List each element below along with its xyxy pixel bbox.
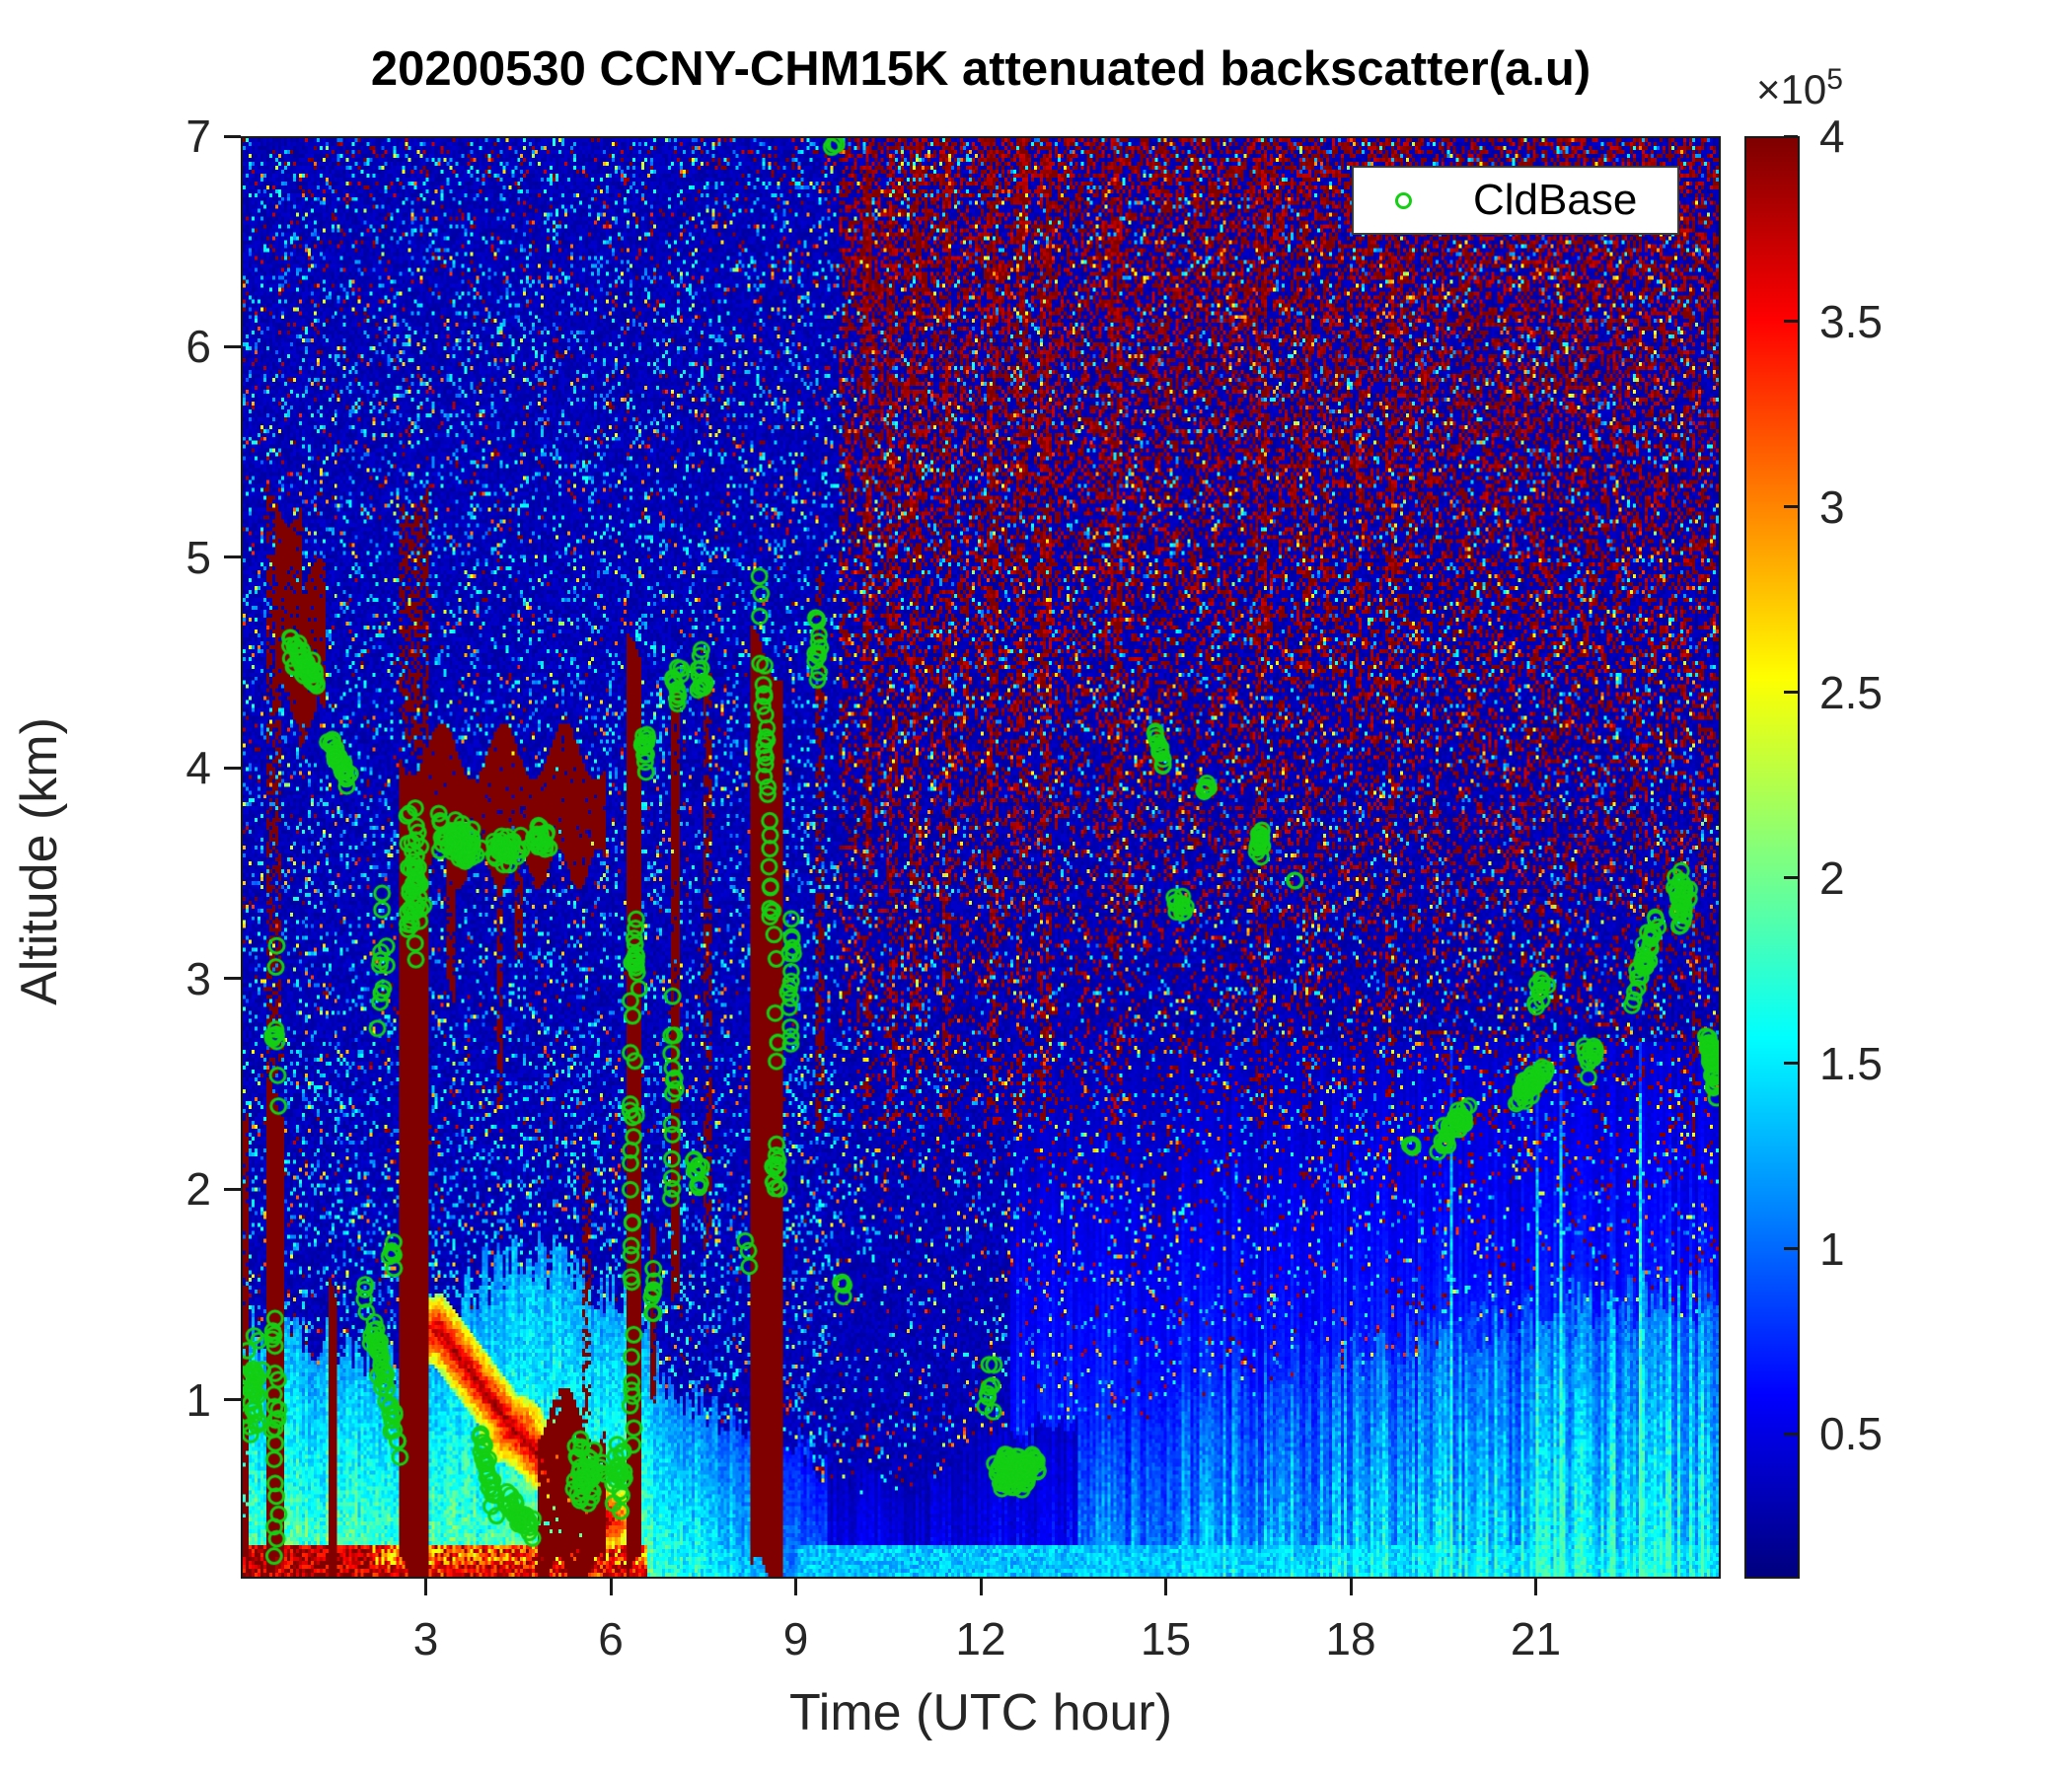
x-tick-label-21: 21 [1510, 1613, 1562, 1665]
y-tick-4 [224, 766, 241, 770]
y-axis-label: Altitude (km) [11, 717, 68, 1005]
x-axis-label: Time (UTC hour) [788, 1684, 1173, 1741]
y-tick-label-6: 6 [185, 321, 211, 373]
cloudbase-markers-layer [243, 138, 1719, 1577]
cldbase-circle-icon [1395, 191, 1412, 209]
plot-area [241, 136, 1721, 1579]
y-tick-label-4: 4 [185, 742, 211, 794]
y-tick-label-3: 3 [185, 952, 211, 1004]
colorbar-tick-3.5 [1784, 320, 1798, 324]
x-tick-15 [1164, 1579, 1167, 1595]
colorbar [1744, 136, 1800, 1579]
x-tick-21 [1534, 1579, 1537, 1595]
colorbar-tick-label-1.5: 1.5 [1819, 1037, 1883, 1089]
colorbar-tick-4 [1784, 134, 1798, 138]
y-tick-6 [224, 344, 241, 348]
colorbar-exponent: ×105 [1756, 63, 1843, 112]
colorbar-tick-3 [1784, 505, 1798, 509]
x-tick-label-18: 18 [1325, 1613, 1376, 1665]
y-tick-3 [224, 977, 241, 981]
legend-label: CldBase [1473, 176, 1638, 224]
x-tick-12 [979, 1579, 983, 1595]
colorbar-tick-1 [1784, 1247, 1798, 1250]
x-tick-6 [609, 1579, 613, 1595]
y-tick-7 [224, 134, 241, 138]
y-tick-label-1: 1 [185, 1373, 211, 1426]
x-tick-18 [1349, 1579, 1353, 1595]
colorbar-tick-label-3: 3 [1819, 481, 1845, 533]
y-tick-label-5: 5 [185, 531, 211, 583]
colorbar-tick-label-3.5: 3.5 [1819, 295, 1883, 347]
colorbar-tick-label-2: 2 [1819, 851, 1845, 904]
x-tick-label-6: 6 [598, 1613, 624, 1665]
colorbar-tick-2.5 [1784, 691, 1798, 695]
legend: CldBase [1352, 166, 1679, 235]
x-tick-label-15: 15 [1140, 1613, 1192, 1665]
colorbar-tick-label-0.5: 0.5 [1819, 1408, 1883, 1460]
x-tick-9 [794, 1579, 797, 1595]
colorbar-tick-0.5 [1784, 1432, 1798, 1436]
y-tick-2 [224, 1187, 241, 1191]
colorbar-tick-label-2.5: 2.5 [1819, 666, 1883, 718]
colorbar-tick-label-4: 4 [1819, 111, 1845, 162]
colorbar-tick-2 [1784, 876, 1798, 880]
y-tick-label-7: 7 [185, 111, 211, 162]
y-tick-5 [224, 555, 241, 559]
x-tick-label-12: 12 [955, 1613, 1006, 1665]
x-tick-label-9: 9 [782, 1613, 809, 1665]
x-tick-label-3: 3 [412, 1613, 439, 1665]
colorbar-tick-1.5 [1784, 1062, 1798, 1066]
y-tick-label-2: 2 [185, 1163, 211, 1216]
x-tick-3 [424, 1579, 427, 1595]
colorbar-tick-label-1: 1 [1819, 1222, 1845, 1275]
y-tick-1 [224, 1398, 241, 1402]
page-title: 20200530 CCNY-CHM15K attenuated backscat… [370, 42, 1591, 96]
colorbar-gradient [1746, 138, 1798, 1577]
